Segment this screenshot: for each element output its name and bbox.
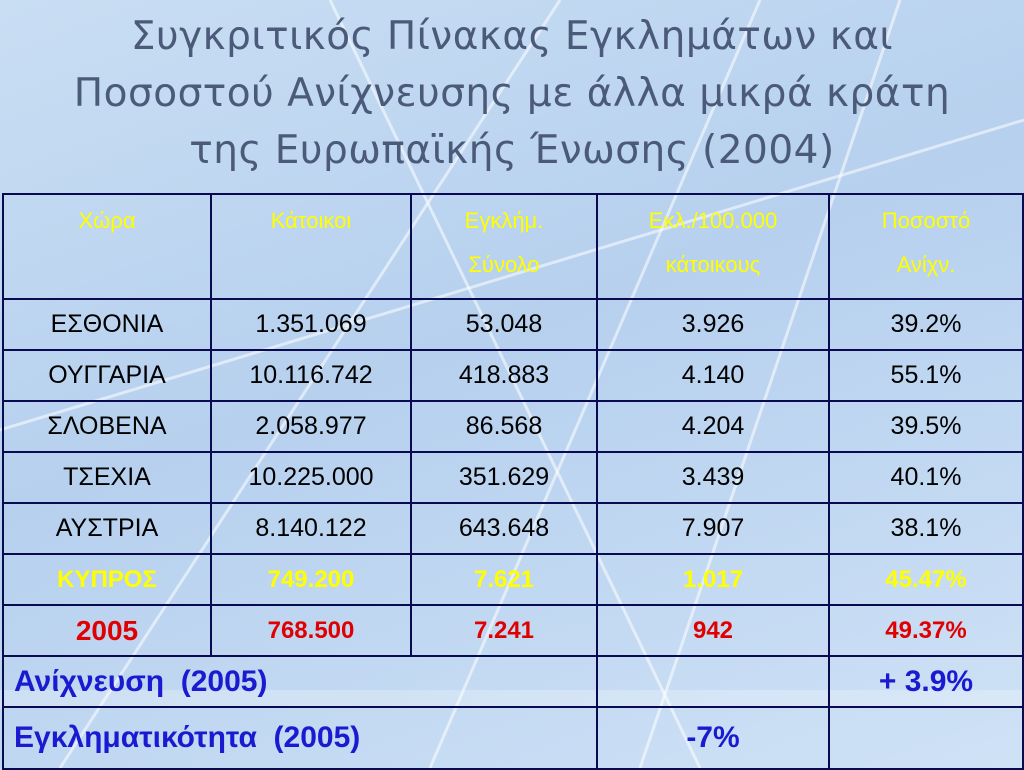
value-cell: 8.140.122 (210, 502, 412, 555)
footer-value: + 3.9% (828, 655, 1024, 708)
value-cell: 38.1% (828, 502, 1024, 555)
value-cell: 10.116.742 (210, 349, 412, 402)
value-cell: 86.568 (410, 400, 598, 453)
value-cell: 39.5% (828, 400, 1024, 453)
value-cell: 40.1% (828, 451, 1024, 504)
value-cell: 3.439 (596, 451, 830, 504)
value-cell: 3.926 (596, 298, 830, 351)
data-row: ΕΣΘΟΝΙΑ 1.351.069 53.048 3.926 39.2% (2, 298, 1024, 351)
value-cell: 1.017 (596, 553, 830, 606)
value-cell: 351.629 (410, 451, 598, 504)
country-cell: ΤΣΕΧΙΑ (2, 451, 212, 504)
value-cell: 749.200 (210, 553, 412, 606)
value-cell: 768.500 (210, 604, 412, 657)
data-row: ΣΛΟΒΕΝΑ 2.058.977 86.568 4.204 39.5% (2, 400, 1024, 453)
header-cell: Χώρα (2, 193, 212, 300)
footer-row: Ανίχνευση (2005) + 3.9% (2, 655, 1024, 708)
empty-cell (828, 706, 1024, 770)
value-cell: 4.140 (596, 349, 830, 402)
value-cell: 49.37% (828, 604, 1024, 657)
data-row: ΤΣΕΧΙΑ 10.225.000 351.629 3.439 40.1% (2, 451, 1024, 504)
data-row: ΟΥΓΓΑΡΙΑ 10.116.742 418.883 4.140 55.1% (2, 349, 1024, 402)
title-line: Ποσοστού Ανίχνευσης με άλλα μικρά κράτη (73, 71, 951, 116)
country-cell: 2005 (2, 604, 212, 657)
value-cell: 45.47% (828, 553, 1024, 606)
country-cell: ΟΥΓΓΑΡΙΑ (2, 349, 212, 402)
footer-value: -7% (596, 706, 830, 770)
value-cell: 55.1% (828, 349, 1024, 402)
data-row: ΚΥΠΡΟΣ 749.200 7.621 1.017 45.47% (2, 553, 1024, 606)
country-cell: ΣΛΟΒΕΝΑ (2, 400, 212, 453)
footer-label: Εγκληματικότητα (2005) (2, 706, 598, 770)
value-cell: 7.907 (596, 502, 830, 555)
header-cell: Εκλ./100.000 κάτοικους (596, 193, 830, 300)
value-cell: 4.204 (596, 400, 830, 453)
value-cell: 7.621 (410, 553, 598, 606)
value-cell: 643.648 (410, 502, 598, 555)
value-cell: 2.058.977 (210, 400, 412, 453)
crime-table: Χώρα Κάτοικοι Εγκλήμ. Σύνολο Εκλ./100.000 κ… (2, 193, 1024, 770)
footer-row: Εγκληματικότητα (2005) -7% (2, 706, 1024, 770)
country-cell: ΕΣΘΟΝΙΑ (2, 298, 212, 351)
data-row: ΑΥΣΤΡΙΑ 8.140.122 643.648 7.907 38.1% (2, 502, 1024, 555)
value-cell: 942 (596, 604, 830, 657)
header-cell: Κάτοικοι (210, 193, 412, 300)
title-line: της Ευρωπαϊκής Ένωσης (2004) (189, 128, 835, 173)
value-cell: 7.241 (410, 604, 598, 657)
header-cell: Εγκλήμ. Σύνολο (410, 193, 598, 300)
value-cell: 39.2% (828, 298, 1024, 351)
value-cell: 1.351.069 (210, 298, 412, 351)
value-cell: 10.225.000 (210, 451, 412, 504)
footer-label: Ανίχνευση (2005) (2, 655, 598, 708)
value-cell: 418.883 (410, 349, 598, 402)
data-row: 2005 768.500 7.241 942 49.37% (2, 604, 1024, 657)
country-cell: ΚΥΠΡΟΣ (2, 553, 212, 606)
country-cell: ΑΥΣΤΡΙΑ (2, 502, 212, 555)
value-cell: 53.048 (410, 298, 598, 351)
header-row: Χώρα Κάτοικοι Εγκλήμ. Σύνολο Εκλ./100.000 κ… (2, 193, 1024, 300)
empty-cell (596, 655, 830, 708)
title-line: Συγκριτικός Πίνακας Εγκλημάτων και (130, 14, 894, 59)
header-cell: Ποσοστό Ανίχν. (828, 193, 1024, 300)
slide-title: Συγκριτικός Πίνακας Εγκλημάτων και Ποσοστ… (0, 8, 1024, 179)
